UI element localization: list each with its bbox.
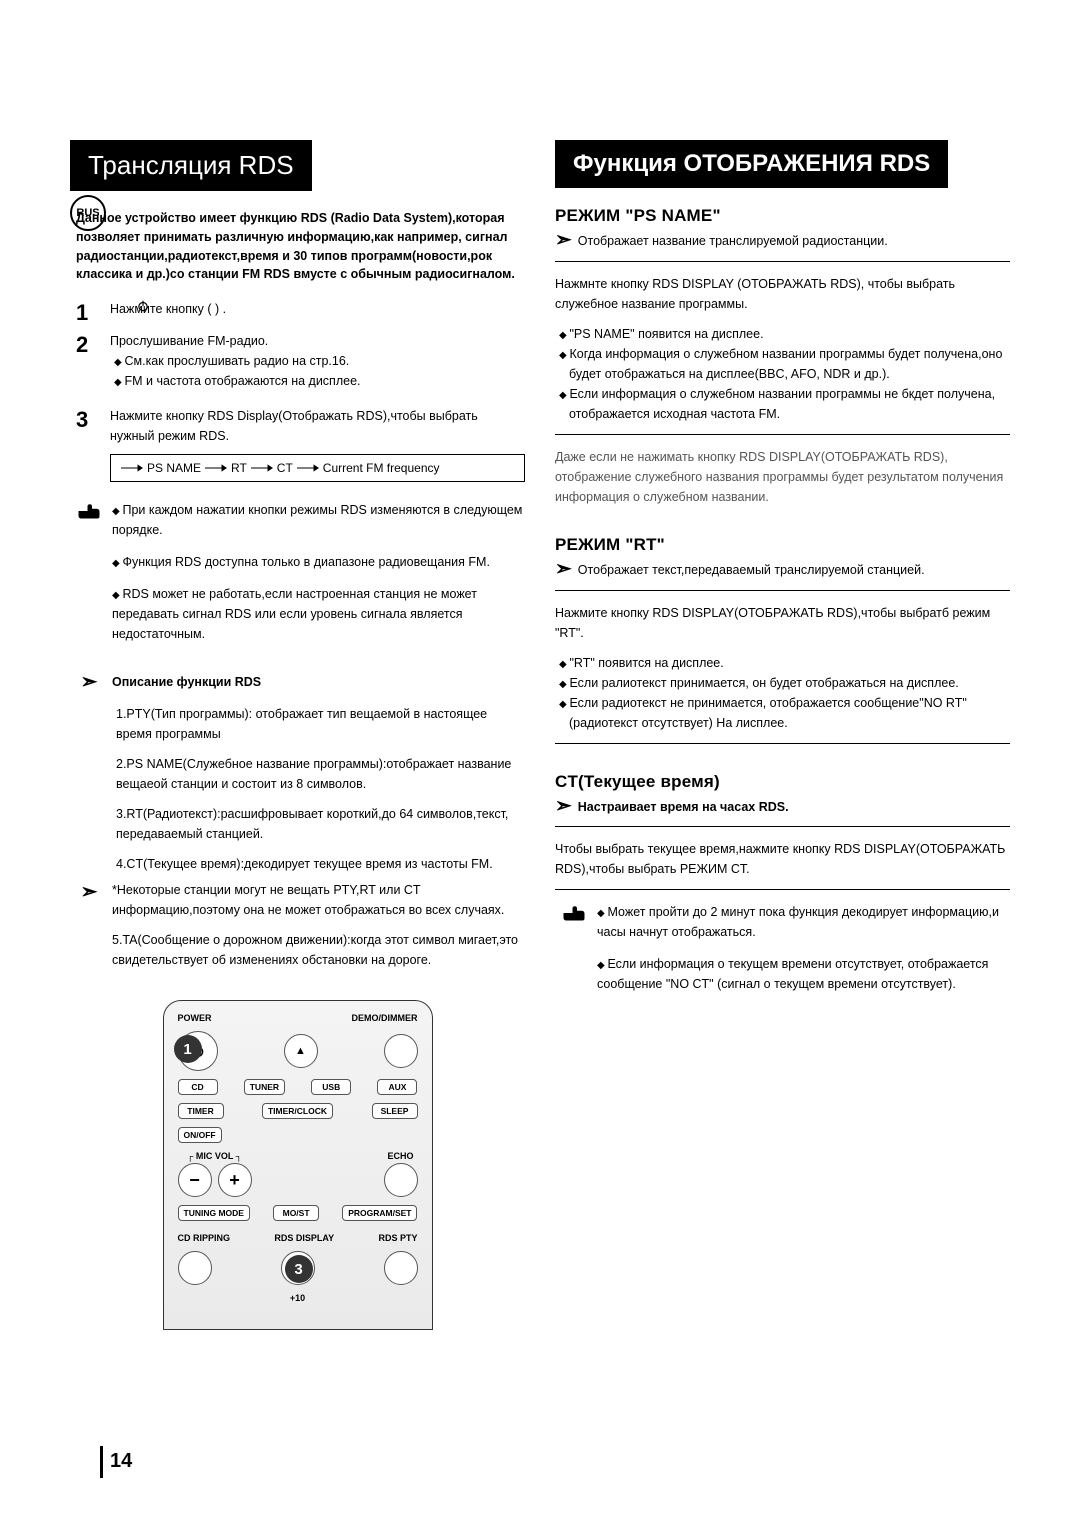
divider <box>555 889 1010 890</box>
remote-plus10-label: +10 <box>290 1293 305 1303</box>
ct-mode-arrow-text: Настраивает время на часах RDS. <box>578 798 789 817</box>
arrow-icon <box>297 463 319 473</box>
remote-cdripping-label: CD RIPPING <box>178 1233 231 1243</box>
arrow-icon <box>121 463 143 473</box>
ps-bullet: Когда информация о служебном названии пр… <box>555 344 1010 384</box>
intro-text: Данное устройство имеет функцию RDS (Rad… <box>70 209 525 284</box>
desc-item: 5.TA(Сообщение о дорожном движении):когд… <box>112 930 525 970</box>
remote-mic-label: ┌ MIC VOL ┐ <box>187 1151 242 1161</box>
flow-item: PS NAME <box>147 461 201 475</box>
remote-rdspty-label: RDS PTY <box>378 1233 417 1243</box>
page-number: 14 <box>110 1450 132 1473</box>
divider <box>555 590 1010 591</box>
arrow-marker-icon: ➣ <box>76 880 102 970</box>
desc-item: 3.RT(Радиотекст):расшифровывает короткий… <box>116 804 525 844</box>
remote-power-label: POWER <box>178 1013 212 1023</box>
rt-mode-arrow-text: Отображает текст,передаваемый транслируе… <box>578 561 925 580</box>
arrow-icon <box>251 463 273 473</box>
step-number: 3 <box>76 407 98 446</box>
ct-note-bullet: Может пройти до 2 минут пока функция дек… <box>597 902 1010 942</box>
desc-item: 4.CT(Текущее время):декодирует текущее в… <box>116 854 525 874</box>
remote-timer-button: TIMER <box>178 1103 224 1119</box>
flow-item: CT <box>277 461 293 475</box>
power-icon <box>136 299 150 319</box>
note-text: RDS может не работать,если настроенная с… <box>112 584 525 644</box>
rt-bullet: Если ралиотекст принимается, он будет от… <box>555 673 1010 693</box>
rt-bullet: Если радиотекст не принимается, отобража… <box>555 693 1010 733</box>
remote-illustration: 1 POWER DEMO/DIMMER ▲ CD TUNER USB AUX T <box>163 1000 433 1330</box>
left-column: Трансляция RDS Данное устройство имеет ф… <box>70 140 525 1330</box>
remote-usb-button: USB <box>311 1079 351 1095</box>
note-hand-icon <box>561 902 587 1006</box>
step-2-bullet: См.как прослушивать радио на стр.16. <box>110 351 525 371</box>
desc-note: *Некоторые станции могут не вещать PTY,R… <box>112 880 525 920</box>
ps-mode-heading: РЕЖИМ "PS NAME" <box>555 206 1010 226</box>
rds-description-heading: Описание функции RDS <box>112 672 525 692</box>
remote-most-button: MO/ST <box>273 1205 319 1221</box>
remote-cd-button: CD <box>178 1079 218 1095</box>
language-badge: RUS <box>70 195 106 231</box>
remote-demo-button <box>384 1034 418 1068</box>
remote-rdsdisplay-button: 3 <box>281 1251 315 1285</box>
ct-mode-text: Чтобы выбрать текущее время,нажмите кноп… <box>555 839 1010 879</box>
remote-onoff-button: ON/OFF <box>178 1127 222 1143</box>
step-2-text: Прослушивание FM-радио. <box>110 332 525 351</box>
arrow-icon <box>205 463 227 473</box>
remote-echo-label: ECHO <box>387 1151 413 1161</box>
note-text: При каждом нажатии кнопки режимы RDS изм… <box>112 500 525 540</box>
desc-item: 1.PTY(Тип программы): отображает тип вещ… <box>116 704 525 744</box>
arrow-marker-icon: ➣ <box>76 670 102 698</box>
remote-rdsdisplay-label: RDS DISPLAY <box>274 1233 334 1243</box>
divider <box>555 743 1010 744</box>
step-3-text: Нажмите кнопку RDS Display(Отображать RD… <box>110 407 525 446</box>
step-number: 2 <box>76 332 98 391</box>
flow-item: Current FM frequency <box>323 461 440 475</box>
flow-item: RT <box>231 461 247 475</box>
ps-mode-text: Нажмнте кнопку RDS DISPLAY (ОТОБРАЖАТЬ R… <box>555 274 1010 314</box>
divider <box>555 826 1010 827</box>
right-column: Функция ОТОБРАЖЕНИЯ RDS РЕЖИМ "PS NAME" … <box>555 140 1010 1330</box>
remote-eject-button: ▲ <box>284 1034 318 1068</box>
divider <box>555 434 1010 435</box>
rt-bullet: "RT" появится на дисплее. <box>555 653 1010 673</box>
remote-mic-plus: + <box>218 1163 252 1197</box>
ct-note-bullet: Если информация о текущем времени отсутс… <box>597 954 1010 994</box>
remote-timerclock-button: TIMER/CLOCK <box>262 1103 333 1119</box>
remote-callout-3: 3 <box>285 1255 313 1283</box>
remote-tuning-button: TUNING MODE <box>178 1205 250 1221</box>
ps-bullet: Если информация о служебном названии про… <box>555 384 1010 424</box>
remote-cdripping-button <box>178 1251 212 1285</box>
remote-callout-1: 1 <box>174 1035 202 1063</box>
ps-bullet: "PS NAME" появится на дисплее. <box>555 324 1010 344</box>
rds-mode-flow: PS NAME RT CT Current FM frequency <box>110 454 525 482</box>
rt-mode-text: Нажмите кнопку RDS DISPLAY(ОТОБРАЖАТЬ RD… <box>555 603 1010 643</box>
remote-sleep-button: SLEEP <box>372 1103 418 1119</box>
desc-item: 2.PS NAME(Служебное название программы):… <box>116 754 525 794</box>
arrow-marker-icon: ➣ <box>555 230 572 250</box>
remote-echo-button <box>384 1163 418 1197</box>
rds-description-list: 1.PTY(Тип программы): отображает тип вещ… <box>70 704 525 874</box>
remote-aux-button: AUX <box>377 1079 417 1095</box>
ps-mode-arrow-text: Отображает название транслируемой радиос… <box>578 232 888 251</box>
left-title: Трансляция RDS <box>70 140 312 191</box>
remote-tuner-button: TUNER <box>244 1079 285 1095</box>
arrow-marker-icon: ➣ <box>555 796 572 816</box>
remote-mic-minus: − <box>178 1163 212 1197</box>
step-number: 1 <box>76 300 98 326</box>
rt-mode-heading: РЕЖИМ "RT" <box>555 535 1010 555</box>
right-title: Функция ОТОБРАЖЕНИЯ RDS <box>555 140 948 188</box>
remote-rdspty-button <box>384 1251 418 1285</box>
note-text: Функция RDS доступна только в диапазоне … <box>112 552 525 572</box>
note-hand-icon <box>76 500 102 656</box>
arrow-marker-icon: ➣ <box>555 559 572 579</box>
remote-program-button: PROGRAM/SET <box>342 1205 417 1221</box>
step-2-bullet: FM и частота отображаются на дисплее. <box>110 371 525 391</box>
remote-demo-label: DEMO/DIMMER <box>352 1013 418 1023</box>
divider <box>555 261 1010 262</box>
ct-mode-heading: CT(Текущее время) <box>555 772 1010 792</box>
step-1-text: Нажмите кнопку ( ) . <box>110 300 525 326</box>
ps-footer-text: Даже если не нажимать кнопку RDS DISPLAY… <box>555 447 1010 507</box>
page-number-bar <box>100 1446 103 1478</box>
